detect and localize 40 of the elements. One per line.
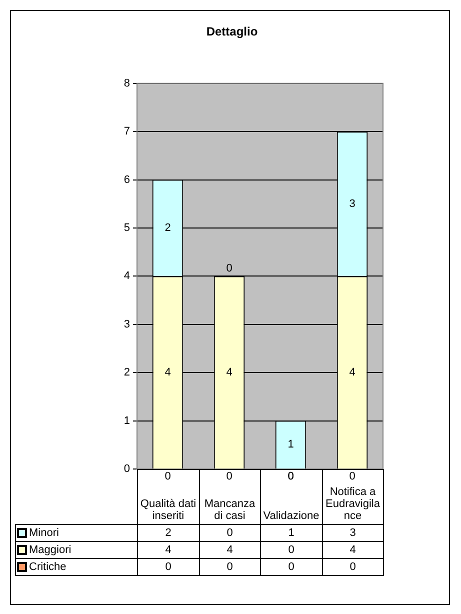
y-tick-label: 4 xyxy=(124,270,130,282)
data-label: 0 xyxy=(199,558,260,576)
legend-label: Maggiori xyxy=(16,542,138,558)
text: 1 xyxy=(288,438,294,451)
y-tick-label: 8 xyxy=(124,77,130,90)
data-label: 4 xyxy=(322,542,384,558)
text: 0 xyxy=(349,470,356,483)
x-tick-label: Mancanza di casi xyxy=(204,498,256,522)
text: 4 xyxy=(226,366,232,378)
data-label: 2 xyxy=(138,524,199,542)
text: 0 xyxy=(288,470,294,483)
y-tick-label: 2 xyxy=(124,366,130,379)
text: 4 xyxy=(164,366,171,378)
y-tick-label: 5 xyxy=(124,222,130,234)
data-label: 0 xyxy=(322,558,384,576)
data-label: 4 xyxy=(199,542,260,558)
legend-label: Minori xyxy=(16,524,138,542)
y-tick-label: 0 xyxy=(124,463,130,476)
chart-title: Dettaglio xyxy=(206,24,258,39)
y-tick-label: 7 xyxy=(124,126,130,138)
y-tick-label: 3 xyxy=(124,318,130,330)
y-tick-label: 1 xyxy=(124,414,130,427)
y-tick-label: 6 xyxy=(124,174,130,186)
text: 2 xyxy=(164,222,171,234)
data-label: 0 xyxy=(260,542,322,558)
data-label: 0 xyxy=(260,558,322,576)
x-tick-label: Qualità dati inseriti xyxy=(140,498,196,522)
text: 0 xyxy=(226,470,232,483)
data-label: 0 xyxy=(138,558,199,576)
legend-label: Critiche xyxy=(16,558,138,576)
data-label: 4 xyxy=(138,542,199,558)
text: 0 xyxy=(164,470,171,483)
x-tick-label: Validazione xyxy=(263,510,320,522)
data-label: 0 xyxy=(199,524,260,542)
text: 0 xyxy=(226,262,232,275)
data-label: 1 xyxy=(260,524,322,542)
text: 4 xyxy=(349,366,356,378)
data-label: 3 xyxy=(322,524,384,542)
x-tick-label: Notifica a Eudravigilance xyxy=(326,486,380,522)
text: 3 xyxy=(349,198,356,210)
